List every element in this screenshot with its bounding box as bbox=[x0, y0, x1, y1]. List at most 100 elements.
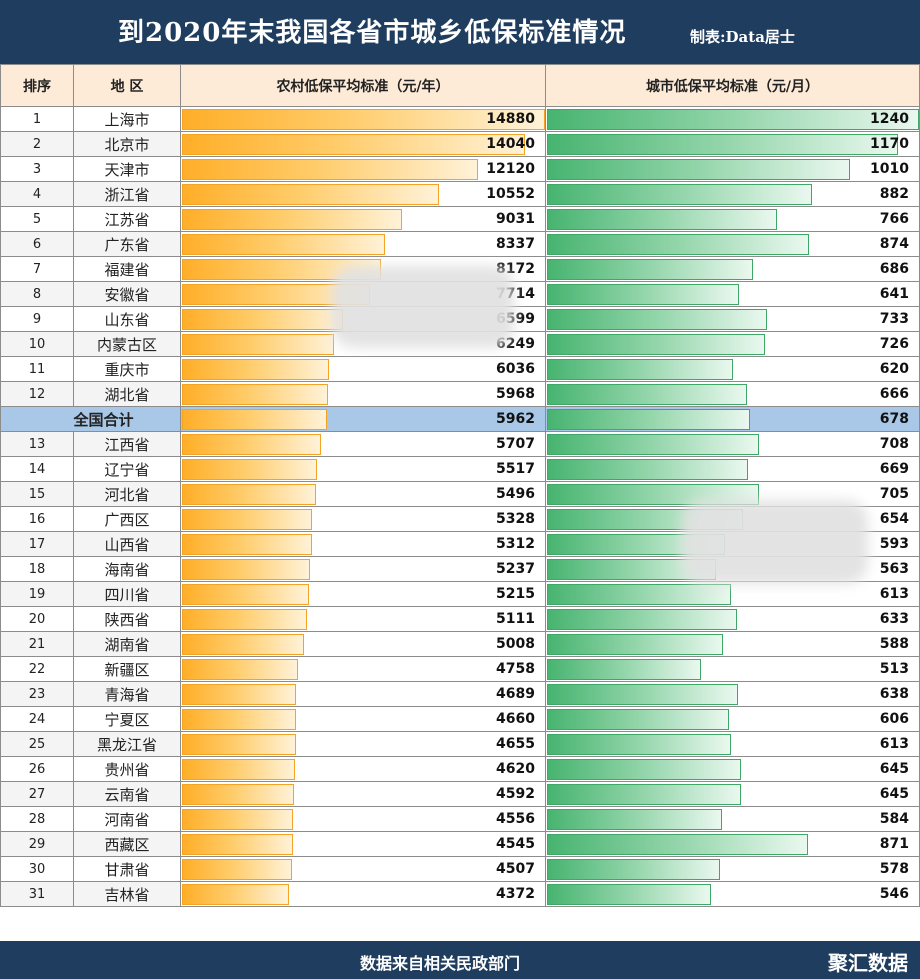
rural-bar bbox=[182, 783, 294, 805]
rank-cell: 25 bbox=[0, 731, 74, 757]
table-row: 19 四川省 5215 613 bbox=[0, 581, 920, 607]
rank-cell: 15 bbox=[0, 481, 74, 507]
region-cell: 重庆市 bbox=[73, 356, 181, 382]
urban-value-label: 654 bbox=[879, 510, 909, 527]
urban-cell: 645 bbox=[545, 756, 920, 782]
rural-cell: 5237 bbox=[180, 556, 546, 582]
table-row: 5 江苏省 9031 766 bbox=[0, 206, 920, 232]
urban-cell: 678 bbox=[545, 406, 920, 432]
rural-bar bbox=[182, 133, 525, 155]
region-cell: 浙江省 bbox=[73, 181, 181, 207]
urban-value-label: 584 bbox=[879, 810, 909, 827]
rural-value-label: 14880 bbox=[486, 110, 535, 127]
table-row: 26 贵州省 4620 645 bbox=[0, 756, 920, 782]
rural-cell: 9031 bbox=[180, 206, 546, 232]
data-source-note: 数据来自相关民政部门 bbox=[360, 954, 521, 973]
rural-cell: 5968 bbox=[180, 381, 546, 407]
urban-bar bbox=[547, 483, 759, 505]
region-cell: 西藏区 bbox=[73, 831, 181, 857]
region-cell: 北京市 bbox=[73, 131, 181, 157]
rural-cell: 4620 bbox=[180, 756, 546, 782]
region-cell: 山东省 bbox=[73, 306, 181, 332]
region-cell: 甘肃省 bbox=[73, 856, 181, 882]
urban-bar bbox=[547, 408, 750, 430]
brand-label: 聚汇数据 bbox=[828, 951, 908, 975]
rural-value-label: 6036 bbox=[496, 360, 535, 377]
rural-cell: 4556 bbox=[180, 806, 546, 832]
region-cell: 全国合计 bbox=[73, 406, 181, 432]
urban-bar bbox=[547, 383, 747, 405]
region-cell: 内蒙古区 bbox=[73, 331, 181, 357]
urban-cell: 708 bbox=[545, 431, 920, 457]
rural-bar bbox=[182, 358, 329, 380]
region-cell: 上海市 bbox=[73, 106, 181, 132]
region-cell: 安徽省 bbox=[73, 281, 181, 307]
region-cell: 贵州省 bbox=[73, 756, 181, 782]
rural-cell: 6036 bbox=[180, 356, 546, 382]
urban-cell: 633 bbox=[545, 606, 920, 632]
table-row: 14 辽宁省 5517 669 bbox=[0, 456, 920, 482]
urban-value-label: 686 bbox=[879, 260, 909, 277]
rural-bar bbox=[182, 633, 304, 655]
table-row: 27 云南省 4592 645 bbox=[0, 781, 920, 807]
column-header-rural: 农村低保平均标准（元/年） bbox=[180, 64, 546, 107]
region-cell: 新疆区 bbox=[73, 656, 181, 682]
rank-cell bbox=[0, 406, 74, 432]
urban-cell: 766 bbox=[545, 206, 920, 232]
urban-bar bbox=[547, 858, 720, 880]
region-cell: 湖南省 bbox=[73, 631, 181, 657]
urban-value-label: 766 bbox=[879, 210, 909, 227]
table-row: 23 青海省 4689 638 bbox=[0, 681, 920, 707]
rural-bar bbox=[182, 508, 312, 530]
rural-cell: 5008 bbox=[180, 631, 546, 657]
rank-cell: 30 bbox=[0, 856, 74, 882]
urban-bar bbox=[547, 433, 759, 455]
rural-bar bbox=[182, 108, 545, 130]
rural-value-label: 14040 bbox=[486, 135, 535, 152]
urban-bar bbox=[547, 283, 739, 305]
urban-value-label: 633 bbox=[879, 610, 909, 627]
rural-cell: 10552 bbox=[180, 181, 546, 207]
chart-title: 到2020年末我国各省市城乡低保标准情况 bbox=[118, 18, 627, 48]
rural-value-label: 4655 bbox=[496, 735, 535, 752]
rank-cell: 12 bbox=[0, 381, 74, 407]
rural-bar bbox=[182, 808, 293, 830]
rural-cell: 4507 bbox=[180, 856, 546, 882]
urban-value-label: 669 bbox=[879, 460, 909, 477]
rural-value-label: 8337 bbox=[496, 235, 535, 252]
rural-value-label: 10552 bbox=[486, 185, 535, 202]
urban-cell: 669 bbox=[545, 456, 920, 482]
urban-bar bbox=[547, 108, 919, 130]
urban-value-label: 620 bbox=[879, 360, 909, 377]
rural-value-label: 5111 bbox=[496, 610, 535, 627]
rural-bar bbox=[182, 758, 295, 780]
urban-value-label: 1010 bbox=[870, 160, 909, 177]
rural-bar bbox=[182, 658, 298, 680]
rural-cell: 4689 bbox=[180, 681, 546, 707]
rank-cell: 1 bbox=[0, 106, 74, 132]
region-cell: 山西省 bbox=[73, 531, 181, 557]
title-bar: 到2020年末我国各省市城乡低保标准情况 制表:Data居士 bbox=[0, 0, 920, 64]
urban-cell: 513 bbox=[545, 656, 920, 682]
urban-value-label: 645 bbox=[879, 785, 909, 802]
rural-bar bbox=[182, 708, 296, 730]
rank-cell: 6 bbox=[0, 231, 74, 257]
column-header-row: 排序 地 区 农村低保平均标准（元/年） 城市低保平均标准（元/月） bbox=[0, 64, 920, 107]
blurred-region bbox=[332, 266, 514, 348]
rural-value-label: 4545 bbox=[496, 835, 535, 852]
table-row: 25 黑龙江省 4655 613 bbox=[0, 731, 920, 757]
region-cell: 广东省 bbox=[73, 231, 181, 257]
urban-cell: 584 bbox=[545, 806, 920, 832]
urban-bar bbox=[547, 658, 701, 680]
rural-value-label: 4556 bbox=[496, 810, 535, 827]
rural-cell: 4545 bbox=[180, 831, 546, 857]
rural-value-label: 5496 bbox=[496, 485, 535, 502]
rural-bar bbox=[182, 833, 293, 855]
rural-bar bbox=[182, 483, 316, 505]
column-header-urban: 城市低保平均标准（元/月） bbox=[545, 64, 920, 107]
table-row: 15 河北省 5496 705 bbox=[0, 481, 920, 507]
region-cell: 江苏省 bbox=[73, 206, 181, 232]
urban-bar bbox=[547, 808, 722, 830]
rural-bar bbox=[182, 158, 478, 180]
urban-bar bbox=[547, 133, 898, 155]
